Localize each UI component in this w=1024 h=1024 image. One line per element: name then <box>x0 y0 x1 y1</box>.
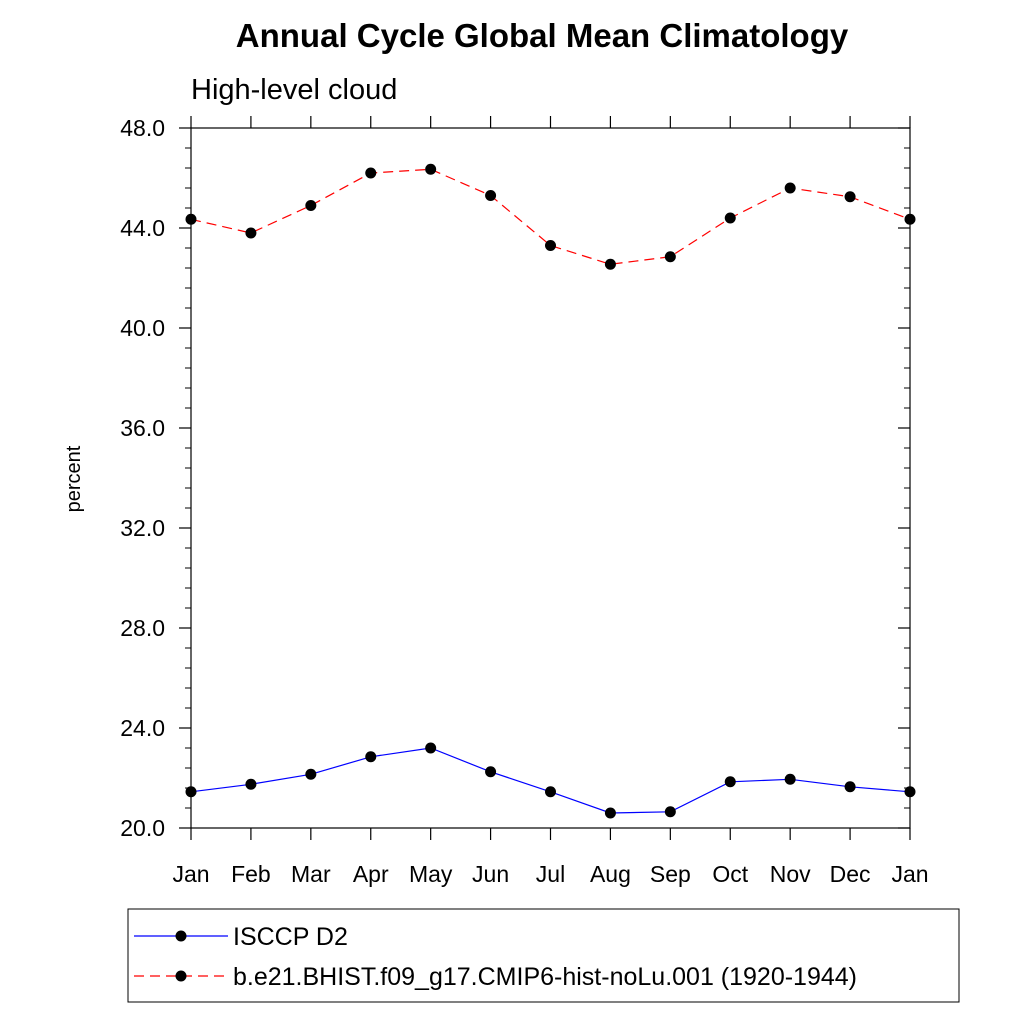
data-point <box>724 212 736 224</box>
y-tick-label: 28.0 <box>120 615 165 641</box>
x-tick-label: Sep <box>650 861 691 887</box>
data-point <box>245 778 257 790</box>
x-tick-label: Apr <box>353 861 389 887</box>
y-tick-label: 36.0 <box>120 415 165 441</box>
y-tick-label: 24.0 <box>120 715 165 741</box>
data-point <box>545 786 556 798</box>
data-point <box>784 182 796 194</box>
data-point <box>365 751 377 763</box>
series-1 <box>185 742 916 819</box>
data-point <box>604 807 616 819</box>
data-point <box>425 163 437 175</box>
data-point <box>724 776 736 788</box>
data-point <box>485 766 497 778</box>
data-point <box>305 768 317 780</box>
plot-frame <box>190 127 911 829</box>
data-point <box>784 773 796 785</box>
y-tick-label: 20.0 <box>120 815 165 841</box>
data-point <box>185 213 197 225</box>
data-point <box>365 167 377 179</box>
data-point <box>305 200 317 211</box>
data-point <box>664 806 676 818</box>
x-tick-label: Jan <box>172 861 209 887</box>
y-tick-label: 48.0 <box>120 115 165 141</box>
x-tick-label: Oct <box>712 861 748 887</box>
data-point <box>485 190 497 201</box>
data-point <box>185 786 197 798</box>
x-tick-label: Aug <box>590 861 631 887</box>
series-2 <box>185 163 916 270</box>
data-point <box>664 251 676 263</box>
y-tick-label: 44.0 <box>120 215 165 241</box>
chart-subtitle: High-level cloud <box>191 74 397 106</box>
x-tick-label: Mar <box>291 861 331 887</box>
series-line <box>190 747 911 814</box>
x-tick-label: Dec <box>830 861 871 887</box>
chart-title: Annual Cycle Global Mean Climatology <box>236 17 849 54</box>
data-point <box>545 240 556 251</box>
x-tick-label: Jul <box>536 861 565 887</box>
x-tick-label: May <box>409 861 453 887</box>
axes: 20.0 24.0 28.0 32.0 36.0 40.0 44.0 48.0 Jan Feb Ma… <box>120 115 928 887</box>
x-tick-label: Jan <box>891 861 928 887</box>
legend-box <box>127 908 960 1003</box>
data-point <box>844 191 856 203</box>
y-axis-label: percent <box>63 445 85 512</box>
y-tick-label: 32.0 <box>120 515 165 541</box>
x-tick-label: Nov <box>770 861 811 887</box>
x-tick-label: Jun <box>472 861 509 887</box>
data-point <box>904 213 916 225</box>
x-tick-label: Feb <box>231 861 271 887</box>
y-tick-label: 40.0 <box>120 315 165 341</box>
data-point <box>844 781 856 793</box>
legend-label: b.e21.BHIST.f09_g17.CMIP6-hist-noLu.001 … <box>233 963 857 991</box>
data-point <box>245 227 257 239</box>
legend: ISCCP D2 b.e21.BHIST.f09_g17.CMIP6-hist-n… <box>134 923 857 991</box>
legend-label: ISCCP D2 <box>233 923 348 951</box>
legend-marker <box>175 970 187 982</box>
data-point <box>425 742 437 754</box>
series-layer <box>185 163 916 819</box>
data-point <box>904 786 916 798</box>
data-point <box>604 258 616 270</box>
legend-marker <box>175 930 187 942</box>
